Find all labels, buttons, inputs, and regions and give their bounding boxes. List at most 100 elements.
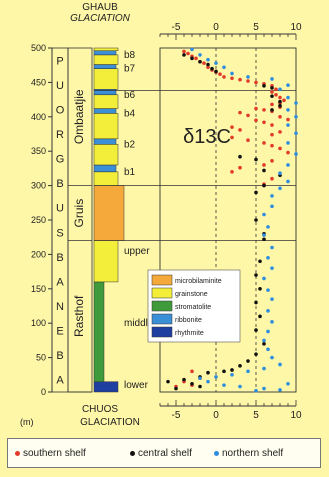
data-point: [270, 176, 274, 181]
data-point: [270, 123, 274, 127]
unit-label: b4: [124, 108, 136, 119]
legend-label-central: central shelf: [138, 448, 192, 459]
x-tick-label: 10: [290, 22, 302, 33]
data-point: [262, 108, 266, 112]
data-point: [294, 101, 298, 105]
y-tick-label: 150: [31, 284, 46, 294]
data-point: [262, 163, 266, 167]
data-point: [238, 110, 242, 115]
data-point: [230, 135, 234, 140]
data-point: [198, 53, 202, 57]
lithology-legend-label: microbilaminite: [175, 278, 222, 285]
x-axes: -5 0 5 10 -5 0 5 10: [159, 22, 302, 421]
lithology-bed: [93, 94, 119, 109]
data-point: [230, 76, 234, 81]
data-point: [258, 314, 262, 319]
legend-southern-shelf: southern shelf: [15, 448, 86, 459]
data-point: [270, 266, 274, 270]
data-point: [238, 128, 242, 132]
data-point: [206, 57, 210, 62]
data-point: [286, 163, 290, 167]
data-point: [270, 204, 274, 209]
group-letter: B: [56, 252, 63, 264]
y-tick-label: 200: [31, 249, 46, 259]
group-letter: S: [56, 227, 63, 239]
data-point: [270, 77, 274, 81]
x-tick-label: 5: [253, 22, 259, 33]
data-point: [174, 386, 178, 391]
group-letter: A: [56, 375, 64, 387]
y-tick-label: 250: [31, 215, 46, 225]
data-point: [270, 143, 274, 148]
data-point: [258, 259, 262, 264]
data-point: [230, 170, 234, 174]
data-point: [286, 141, 290, 145]
unit-label: middle: [124, 318, 154, 329]
data-point: [266, 347, 270, 352]
data-point: [190, 56, 194, 61]
y-tick-label: 100: [31, 318, 46, 328]
group-letter: B: [56, 350, 63, 362]
lithology-legend: microbilaminite grainstone stromatolite rib…: [147, 269, 241, 343]
data-point: [198, 59, 202, 64]
formation-label: Gruis: [72, 199, 86, 228]
legend-label-southern: southern shelf: [23, 448, 86, 459]
data-point: [262, 141, 266, 145]
series-legend: southern shelf central shelf northern sh…: [7, 438, 321, 468]
group-letter: O: [56, 104, 65, 116]
y-tick-label: 0: [41, 387, 46, 397]
data-point: [254, 80, 258, 85]
top-axis-label-line2: GLACIATION: [70, 13, 131, 24]
data-point: [238, 384, 242, 389]
data-point: [230, 125, 234, 129]
data-point: [230, 71, 234, 76]
lithology-bed: [93, 281, 105, 382]
data-points: [166, 47, 298, 393]
lithology-swatch: [151, 313, 173, 325]
data-point: [198, 376, 202, 381]
data-point: [262, 168, 266, 173]
data-point: [198, 384, 202, 389]
data-point: [246, 138, 250, 142]
data-point: [286, 179, 290, 184]
data-point: [206, 379, 210, 384]
data-point: [278, 362, 282, 367]
data-point: [206, 370, 210, 375]
data-point: [286, 95, 290, 100]
data-point: [286, 108, 290, 112]
data-point: [262, 120, 266, 125]
data-point: [262, 212, 266, 217]
y-tick-label: 400: [31, 112, 46, 122]
data-point: [254, 157, 258, 162]
data-point: [254, 106, 258, 111]
data-point: [266, 309, 270, 313]
data-point: [270, 245, 274, 250]
data-point: [246, 75, 250, 79]
y-tick-label: 350: [31, 146, 46, 156]
data-point: [246, 359, 250, 363]
data-point: [214, 69, 218, 74]
lithology-legend-label: rhythmite: [175, 330, 204, 337]
data-point: [186, 51, 190, 56]
data-point: [214, 61, 218, 65]
chart-title: δ13C: [183, 126, 231, 148]
data-point: [238, 165, 242, 170]
data-point: [266, 329, 270, 334]
data-point: [206, 62, 210, 67]
lithology-bed: [93, 164, 117, 173]
data-point: [254, 300, 258, 305]
data-point: [258, 287, 262, 291]
data-point: [246, 79, 250, 83]
data-point: [266, 256, 270, 260]
data-point: [254, 352, 258, 356]
data-point: [278, 115, 282, 119]
unit-label: b1: [124, 167, 136, 178]
legend-central-shelf: central shelf: [130, 448, 192, 459]
data-point: [286, 123, 290, 127]
unit-label: b8: [124, 50, 136, 61]
data-point: [182, 49, 186, 54]
data-point: [262, 342, 266, 346]
lithology-legend-label: ribbonite: [175, 317, 202, 324]
data-point: [262, 276, 266, 281]
